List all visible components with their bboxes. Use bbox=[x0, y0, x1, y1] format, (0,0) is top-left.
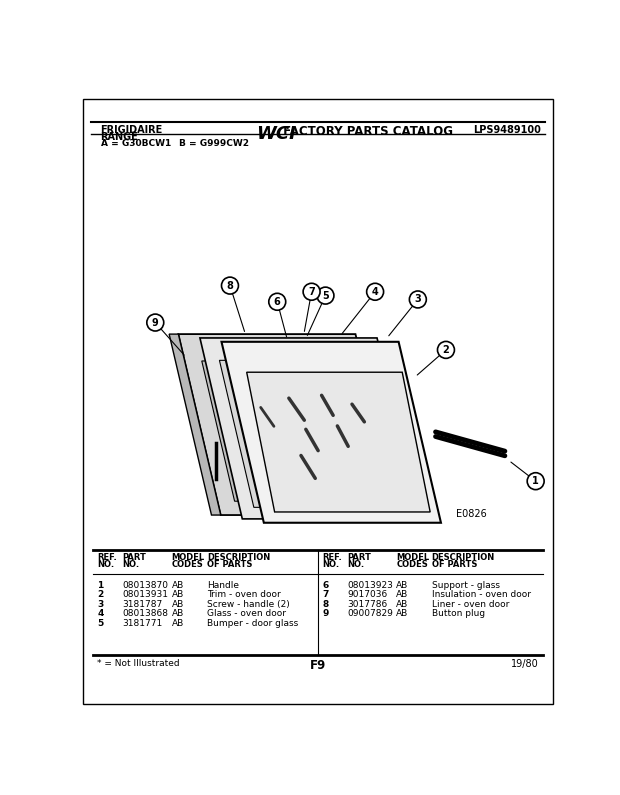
Circle shape bbox=[409, 291, 427, 308]
Polygon shape bbox=[169, 334, 221, 515]
Circle shape bbox=[438, 341, 454, 359]
Text: 08013923: 08013923 bbox=[347, 580, 393, 590]
Text: NO.: NO. bbox=[97, 560, 115, 568]
Text: Support - glass: Support - glass bbox=[432, 580, 500, 590]
Circle shape bbox=[527, 473, 544, 490]
Text: 3: 3 bbox=[97, 599, 104, 609]
Text: 08013870: 08013870 bbox=[122, 580, 168, 590]
Text: 5: 5 bbox=[97, 619, 104, 628]
Text: 2: 2 bbox=[443, 345, 450, 355]
Text: REF.: REF. bbox=[322, 553, 342, 562]
Text: NO.: NO. bbox=[322, 560, 340, 568]
Text: OF PARTS: OF PARTS bbox=[207, 560, 252, 568]
Text: FRIGIDAIRE: FRIGIDAIRE bbox=[100, 125, 163, 134]
Text: Insulation - oven door: Insulation - oven door bbox=[432, 590, 531, 599]
Text: 9017036: 9017036 bbox=[347, 590, 388, 599]
Text: PART: PART bbox=[122, 553, 146, 562]
Text: Glass - oven door: Glass - oven door bbox=[207, 610, 286, 619]
Text: Screw - handle (2): Screw - handle (2) bbox=[207, 599, 290, 609]
Polygon shape bbox=[247, 372, 430, 512]
Text: 5: 5 bbox=[322, 291, 329, 301]
Text: E0826: E0826 bbox=[456, 509, 487, 519]
Text: MODEL: MODEL bbox=[396, 553, 430, 562]
Text: 6: 6 bbox=[322, 580, 329, 590]
Text: NO.: NO. bbox=[347, 560, 364, 568]
Text: 6: 6 bbox=[274, 297, 281, 307]
Text: 1: 1 bbox=[97, 580, 104, 590]
Text: A = G30BCW1: A = G30BCW1 bbox=[100, 139, 171, 149]
Polygon shape bbox=[221, 342, 441, 523]
Text: Liner - oven door: Liner - oven door bbox=[432, 599, 509, 609]
Text: 19/80: 19/80 bbox=[511, 659, 539, 669]
Text: 1: 1 bbox=[533, 476, 539, 487]
Text: 08013931: 08013931 bbox=[122, 590, 168, 599]
Circle shape bbox=[317, 287, 334, 304]
Text: Trim - oven door: Trim - oven door bbox=[207, 590, 281, 599]
Polygon shape bbox=[179, 334, 398, 515]
Circle shape bbox=[221, 277, 239, 294]
Text: MODEL: MODEL bbox=[172, 553, 205, 562]
Text: CODES: CODES bbox=[396, 560, 428, 568]
Text: AB: AB bbox=[172, 590, 184, 599]
Text: OF PARTS: OF PARTS bbox=[432, 560, 477, 568]
Text: AB: AB bbox=[172, 580, 184, 590]
Polygon shape bbox=[200, 338, 419, 519]
Text: WCI: WCI bbox=[256, 125, 296, 142]
Text: * = Not Illustrated: * = Not Illustrated bbox=[97, 659, 179, 668]
Text: 3181771: 3181771 bbox=[122, 619, 162, 628]
Text: RANGE: RANGE bbox=[100, 132, 138, 142]
Text: B = G999CW2: B = G999CW2 bbox=[179, 139, 249, 149]
Circle shape bbox=[366, 283, 384, 301]
Text: DESCRIPTION: DESCRIPTION bbox=[432, 553, 495, 562]
Text: 8: 8 bbox=[226, 281, 233, 291]
Text: 09007829: 09007829 bbox=[347, 610, 393, 619]
Text: AB: AB bbox=[396, 590, 409, 599]
Text: 4: 4 bbox=[372, 287, 378, 297]
Text: 7: 7 bbox=[308, 287, 315, 297]
Text: NO.: NO. bbox=[122, 560, 140, 568]
Polygon shape bbox=[219, 360, 408, 507]
Text: 08013868: 08013868 bbox=[122, 610, 168, 619]
Circle shape bbox=[303, 283, 320, 301]
Text: 3017786: 3017786 bbox=[347, 599, 388, 609]
Text: 9: 9 bbox=[322, 610, 329, 619]
Text: 3181787: 3181787 bbox=[122, 599, 162, 609]
Text: AB: AB bbox=[172, 619, 184, 628]
Text: CODES: CODES bbox=[172, 560, 203, 568]
Text: F9: F9 bbox=[309, 659, 326, 672]
Polygon shape bbox=[202, 361, 384, 501]
Text: Button plug: Button plug bbox=[432, 610, 485, 619]
Text: Handle: Handle bbox=[207, 580, 239, 590]
Circle shape bbox=[269, 293, 286, 310]
Text: AB: AB bbox=[172, 610, 184, 619]
Text: 8: 8 bbox=[322, 599, 329, 609]
Text: 3: 3 bbox=[415, 294, 421, 304]
Text: LPS9489100: LPS9489100 bbox=[473, 125, 541, 134]
Text: 4: 4 bbox=[97, 610, 104, 619]
Text: FACTORY PARTS CATALOG: FACTORY PARTS CATALOG bbox=[279, 125, 453, 138]
Text: AB: AB bbox=[396, 610, 409, 619]
Text: REF.: REF. bbox=[97, 553, 117, 562]
Text: 7: 7 bbox=[322, 590, 329, 599]
Text: DESCRIPTION: DESCRIPTION bbox=[207, 553, 270, 562]
Text: Bumper - door glass: Bumper - door glass bbox=[207, 619, 298, 628]
Text: 2: 2 bbox=[97, 590, 104, 599]
Text: PART: PART bbox=[347, 553, 371, 562]
Text: 9: 9 bbox=[152, 317, 159, 328]
Text: AB: AB bbox=[172, 599, 184, 609]
Text: AB: AB bbox=[396, 599, 409, 609]
Circle shape bbox=[147, 314, 164, 331]
Text: AB: AB bbox=[396, 580, 409, 590]
